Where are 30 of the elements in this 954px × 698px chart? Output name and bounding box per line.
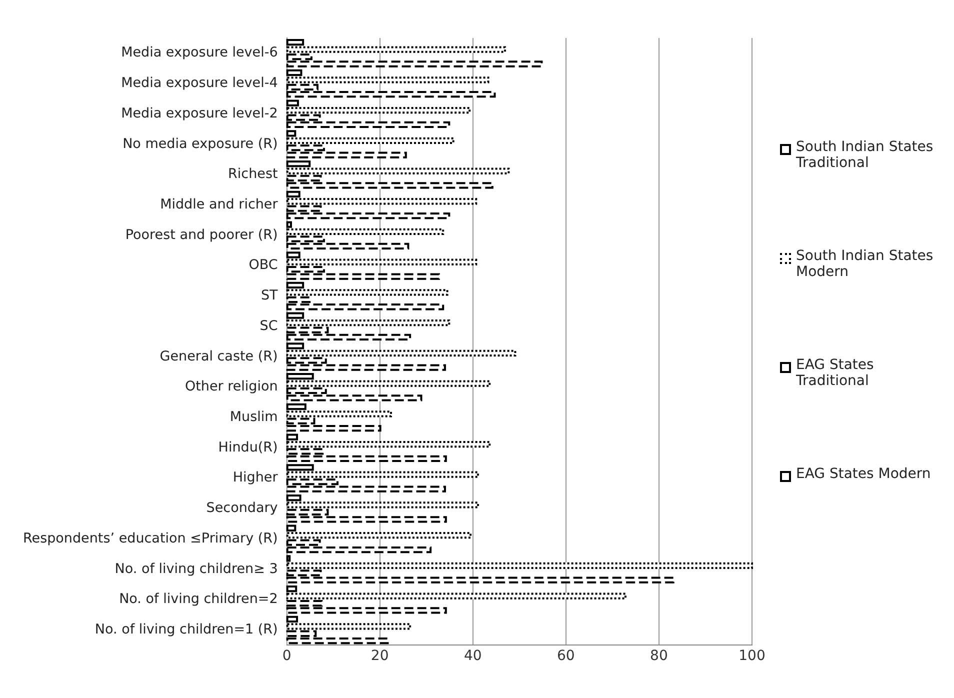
- y-tick-label: OBC: [248, 257, 278, 274]
- y-tick-label: No. of living children=1 (R): [94, 622, 278, 638]
- y-tick-label: Media exposure level-6: [121, 44, 278, 61]
- legend-label: South Indian States Traditional: [796, 138, 934, 170]
- y-tick-label: General caste (R): [160, 348, 278, 364]
- y-tick-label: Media exposure level-4: [121, 75, 278, 92]
- y-tick-label: ST: [260, 288, 279, 304]
- y-tick-label: SC: [260, 318, 278, 334]
- y-tick-label: Media exposure level-2: [121, 105, 278, 122]
- y-tick-label: No media exposure (R): [122, 136, 278, 152]
- x-tick-label: 100: [738, 648, 766, 664]
- y-tick-label: Other religion: [184, 378, 278, 395]
- y-tick-label: Respondents’ education ≤Primary (R): [22, 530, 278, 546]
- y-tick-label: Richest: [228, 166, 278, 182]
- legend-label: South Indian States Modern: [796, 248, 934, 280]
- y-tick-label: Hindu(R): [218, 439, 278, 456]
- y-tick-label: Secondary: [206, 500, 278, 516]
- x-tick-label: 0: [282, 648, 292, 664]
- x-tick-label: 20: [370, 648, 389, 664]
- legend-label: EAG States Traditional: [796, 356, 875, 388]
- y-tick-label: Poorest and poorer (R): [125, 226, 278, 243]
- y-tick-label: Higher: [232, 470, 278, 486]
- x-tick-label: 40: [464, 648, 482, 664]
- y-tick-label: No. of living children=2: [119, 591, 278, 608]
- y-tick-label: No. of living children≥ 3: [114, 560, 278, 577]
- x-tick-label: 60: [557, 648, 575, 664]
- y-tick-label: Muslim: [230, 409, 278, 425]
- x-tick-label: 80: [650, 648, 668, 664]
- y-tick-label: Middle and richer: [160, 196, 278, 212]
- legend-label: EAG States Modern: [796, 466, 931, 482]
